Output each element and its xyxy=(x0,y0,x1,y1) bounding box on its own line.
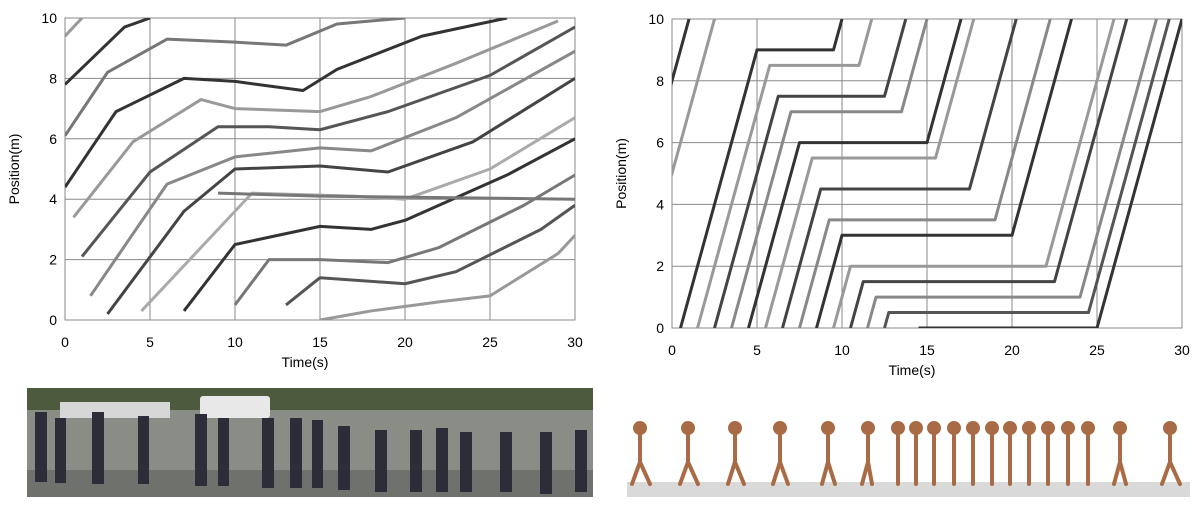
photo-right xyxy=(627,423,1190,497)
y-tick-label: 8 xyxy=(656,73,664,89)
y-tick-label: 2 xyxy=(49,252,57,268)
photo-left xyxy=(27,388,593,497)
y-tick-label: 0 xyxy=(49,312,57,328)
x-tick-label: 10 xyxy=(834,342,850,358)
y-tick-label: 4 xyxy=(656,196,664,212)
chart: 0 2 4 6 8 10 0 5 10 15 20 25 30 Time(s) Position(m) xyxy=(6,10,583,370)
trajectory-line xyxy=(320,235,575,320)
trajectory-line xyxy=(218,193,575,199)
y-tick-label: 4 xyxy=(49,191,57,207)
x-axis-label: Time(s) xyxy=(282,354,329,370)
y-tick-label: 6 xyxy=(49,131,57,147)
x-tick-label: 30 xyxy=(567,334,583,350)
y-tick-label: 10 xyxy=(41,10,57,26)
y-tick-label: 0 xyxy=(656,320,664,336)
x-tick-label: 30 xyxy=(1174,342,1190,358)
x-tick-label: 20 xyxy=(397,334,413,350)
trajectory-line xyxy=(82,27,575,257)
y-tick-label: 6 xyxy=(656,135,664,151)
x-tick-label: 25 xyxy=(1089,342,1105,358)
trajectory-line xyxy=(65,18,82,36)
y-tick-label: 10 xyxy=(648,11,664,27)
y-axis-label: Position(m) xyxy=(6,134,22,205)
x-tick-label: 0 xyxy=(61,334,69,350)
figure: 0 2 4 6 8 10 0 5 10 15 20 25 30 Time(s) Position(m) 0 2 4… xyxy=(0,0,1198,500)
y-axis-label: Position(m) xyxy=(613,138,629,209)
x-tick-label: 0 xyxy=(668,342,676,358)
y-tick-label: 8 xyxy=(49,70,57,86)
x-tick-label: 15 xyxy=(312,334,328,350)
page: 0 2 4 6 8 10 0 5 10 15 20 25 30 Time(s) Position(m) 0 2 4… xyxy=(0,0,1198,505)
trajectory-line xyxy=(65,18,507,187)
x-tick-label: 5 xyxy=(146,334,154,350)
x-tick-label: 15 xyxy=(919,342,935,358)
x-axis-label: Time(s) xyxy=(889,362,936,378)
chart: 0 2 4 6 8 10 0 5 10 15 20 25 30 Time(s) Position(m) xyxy=(604,11,1190,378)
x-tick-label: 5 xyxy=(753,342,761,358)
y-tick-label: 2 xyxy=(656,258,664,274)
trajectory-line xyxy=(184,139,575,311)
x-tick-label: 10 xyxy=(227,334,243,350)
trajectory-line xyxy=(286,205,575,305)
x-tick-label: 25 xyxy=(482,334,498,350)
x-tick-label: 20 xyxy=(1004,342,1020,358)
